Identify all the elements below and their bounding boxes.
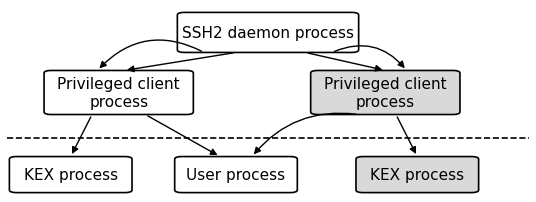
Text: SSH2 daemon process: SSH2 daemon process (182, 26, 354, 41)
FancyBboxPatch shape (356, 157, 479, 193)
FancyBboxPatch shape (44, 71, 193, 115)
FancyBboxPatch shape (10, 157, 132, 193)
Text: KEX process: KEX process (370, 167, 464, 182)
Text: Privileged client
process: Privileged client process (57, 77, 180, 109)
Text: KEX process: KEX process (24, 167, 118, 182)
Text: Privileged client
process: Privileged client process (324, 77, 446, 109)
FancyBboxPatch shape (177, 13, 359, 53)
FancyBboxPatch shape (311, 71, 460, 115)
FancyBboxPatch shape (175, 157, 297, 193)
Text: User process: User process (187, 167, 286, 182)
